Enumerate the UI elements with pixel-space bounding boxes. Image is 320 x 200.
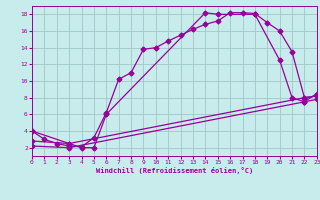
X-axis label: Windchill (Refroidissement éolien,°C): Windchill (Refroidissement éolien,°C) — [96, 167, 253, 174]
